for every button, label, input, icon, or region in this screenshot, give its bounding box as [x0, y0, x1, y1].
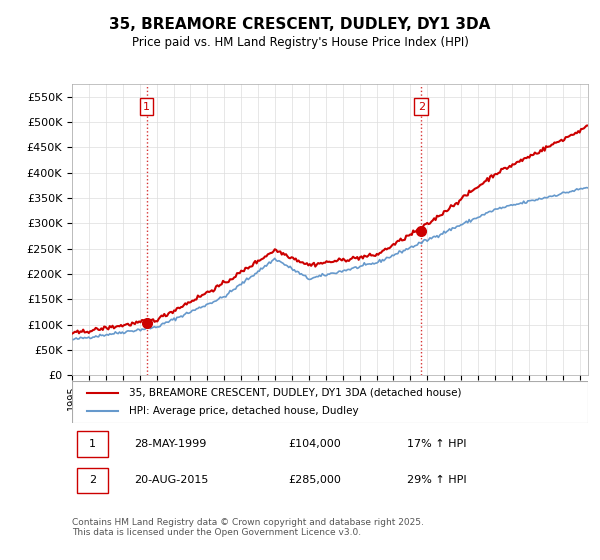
Text: 1: 1 [89, 439, 96, 449]
Text: Contains HM Land Registry data © Crown copyright and database right 2025.
This d: Contains HM Land Registry data © Crown c… [72, 518, 424, 538]
Text: 2: 2 [89, 475, 96, 485]
FancyBboxPatch shape [77, 468, 108, 493]
Text: HPI: Average price, detached house, Dudley: HPI: Average price, detached house, Dudl… [129, 406, 358, 416]
FancyBboxPatch shape [77, 432, 108, 457]
Text: 20-AUG-2015: 20-AUG-2015 [134, 475, 208, 485]
Text: Price paid vs. HM Land Registry's House Price Index (HPI): Price paid vs. HM Land Registry's House … [131, 36, 469, 49]
FancyBboxPatch shape [72, 381, 588, 423]
Text: 17% ↑ HPI: 17% ↑ HPI [407, 439, 467, 449]
Text: 29% ↑ HPI: 29% ↑ HPI [407, 475, 467, 485]
Text: £285,000: £285,000 [289, 475, 341, 485]
Text: 28-MAY-1999: 28-MAY-1999 [134, 439, 206, 449]
Text: 1: 1 [143, 102, 150, 112]
Text: £104,000: £104,000 [289, 439, 341, 449]
Text: 35, BREAMORE CRESCENT, DUDLEY, DY1 3DA: 35, BREAMORE CRESCENT, DUDLEY, DY1 3DA [109, 17, 491, 32]
Text: 2: 2 [418, 102, 425, 112]
Text: 35, BREAMORE CRESCENT, DUDLEY, DY1 3DA (detached house): 35, BREAMORE CRESCENT, DUDLEY, DY1 3DA (… [129, 388, 461, 398]
